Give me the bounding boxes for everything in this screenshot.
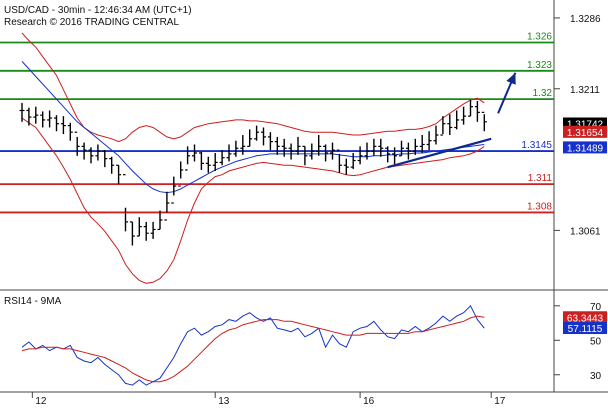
bollinger-lower-line xyxy=(21,117,485,284)
rsi-line xyxy=(21,304,485,386)
price-axis-label: 1.3211 xyxy=(570,85,600,96)
price-axis-label: 1.3061 xyxy=(570,226,601,237)
time-axis-label: 16 xyxy=(363,396,375,407)
level-label: 1.3145 xyxy=(521,140,552,151)
moving-average-line xyxy=(21,61,485,194)
rsi-tag: 57.1115 xyxy=(568,324,603,335)
chart-title: USD/CAD - 30min - 12:46:34 AM (UTC+1) xyxy=(4,5,192,16)
price-tag: 1.31654 xyxy=(567,128,604,139)
rsi-axis-label: 30 xyxy=(590,371,602,382)
copyright-text: Research © 2016 TRADING CENTRAL xyxy=(4,17,180,28)
price-tag-box xyxy=(563,125,607,138)
rsi-axis-label: 70 xyxy=(590,302,602,313)
rsi-ma-line xyxy=(21,315,485,383)
time-axis-label: 17 xyxy=(494,396,506,407)
price-tag-box xyxy=(563,141,607,154)
level-label: 1.326 xyxy=(527,31,552,42)
level-label: 1.32 xyxy=(533,88,553,99)
level-label: 1.311 xyxy=(528,173,553,184)
time-axis-label: 12 xyxy=(35,396,47,407)
rsi-tag-box xyxy=(563,322,607,335)
trendline xyxy=(387,137,492,169)
bollinger-upper-line xyxy=(21,32,485,143)
rsi-panel-title: RSI14 - 9MA xyxy=(4,296,62,307)
rsi-tag: 63.3443 xyxy=(567,313,604,324)
time-axis-label: 13 xyxy=(218,396,230,407)
rsi-axis-label: 50 xyxy=(590,336,602,347)
arrow-head xyxy=(506,72,516,85)
price-axis-label: 1.3286 xyxy=(570,14,601,25)
rsi-tag-box xyxy=(563,311,607,324)
level-label: 1.308 xyxy=(527,201,552,212)
price-tag: 1.31489 xyxy=(567,143,604,154)
level-label: 1.323 xyxy=(527,60,552,71)
price-tag: 1.31742 xyxy=(567,120,604,131)
